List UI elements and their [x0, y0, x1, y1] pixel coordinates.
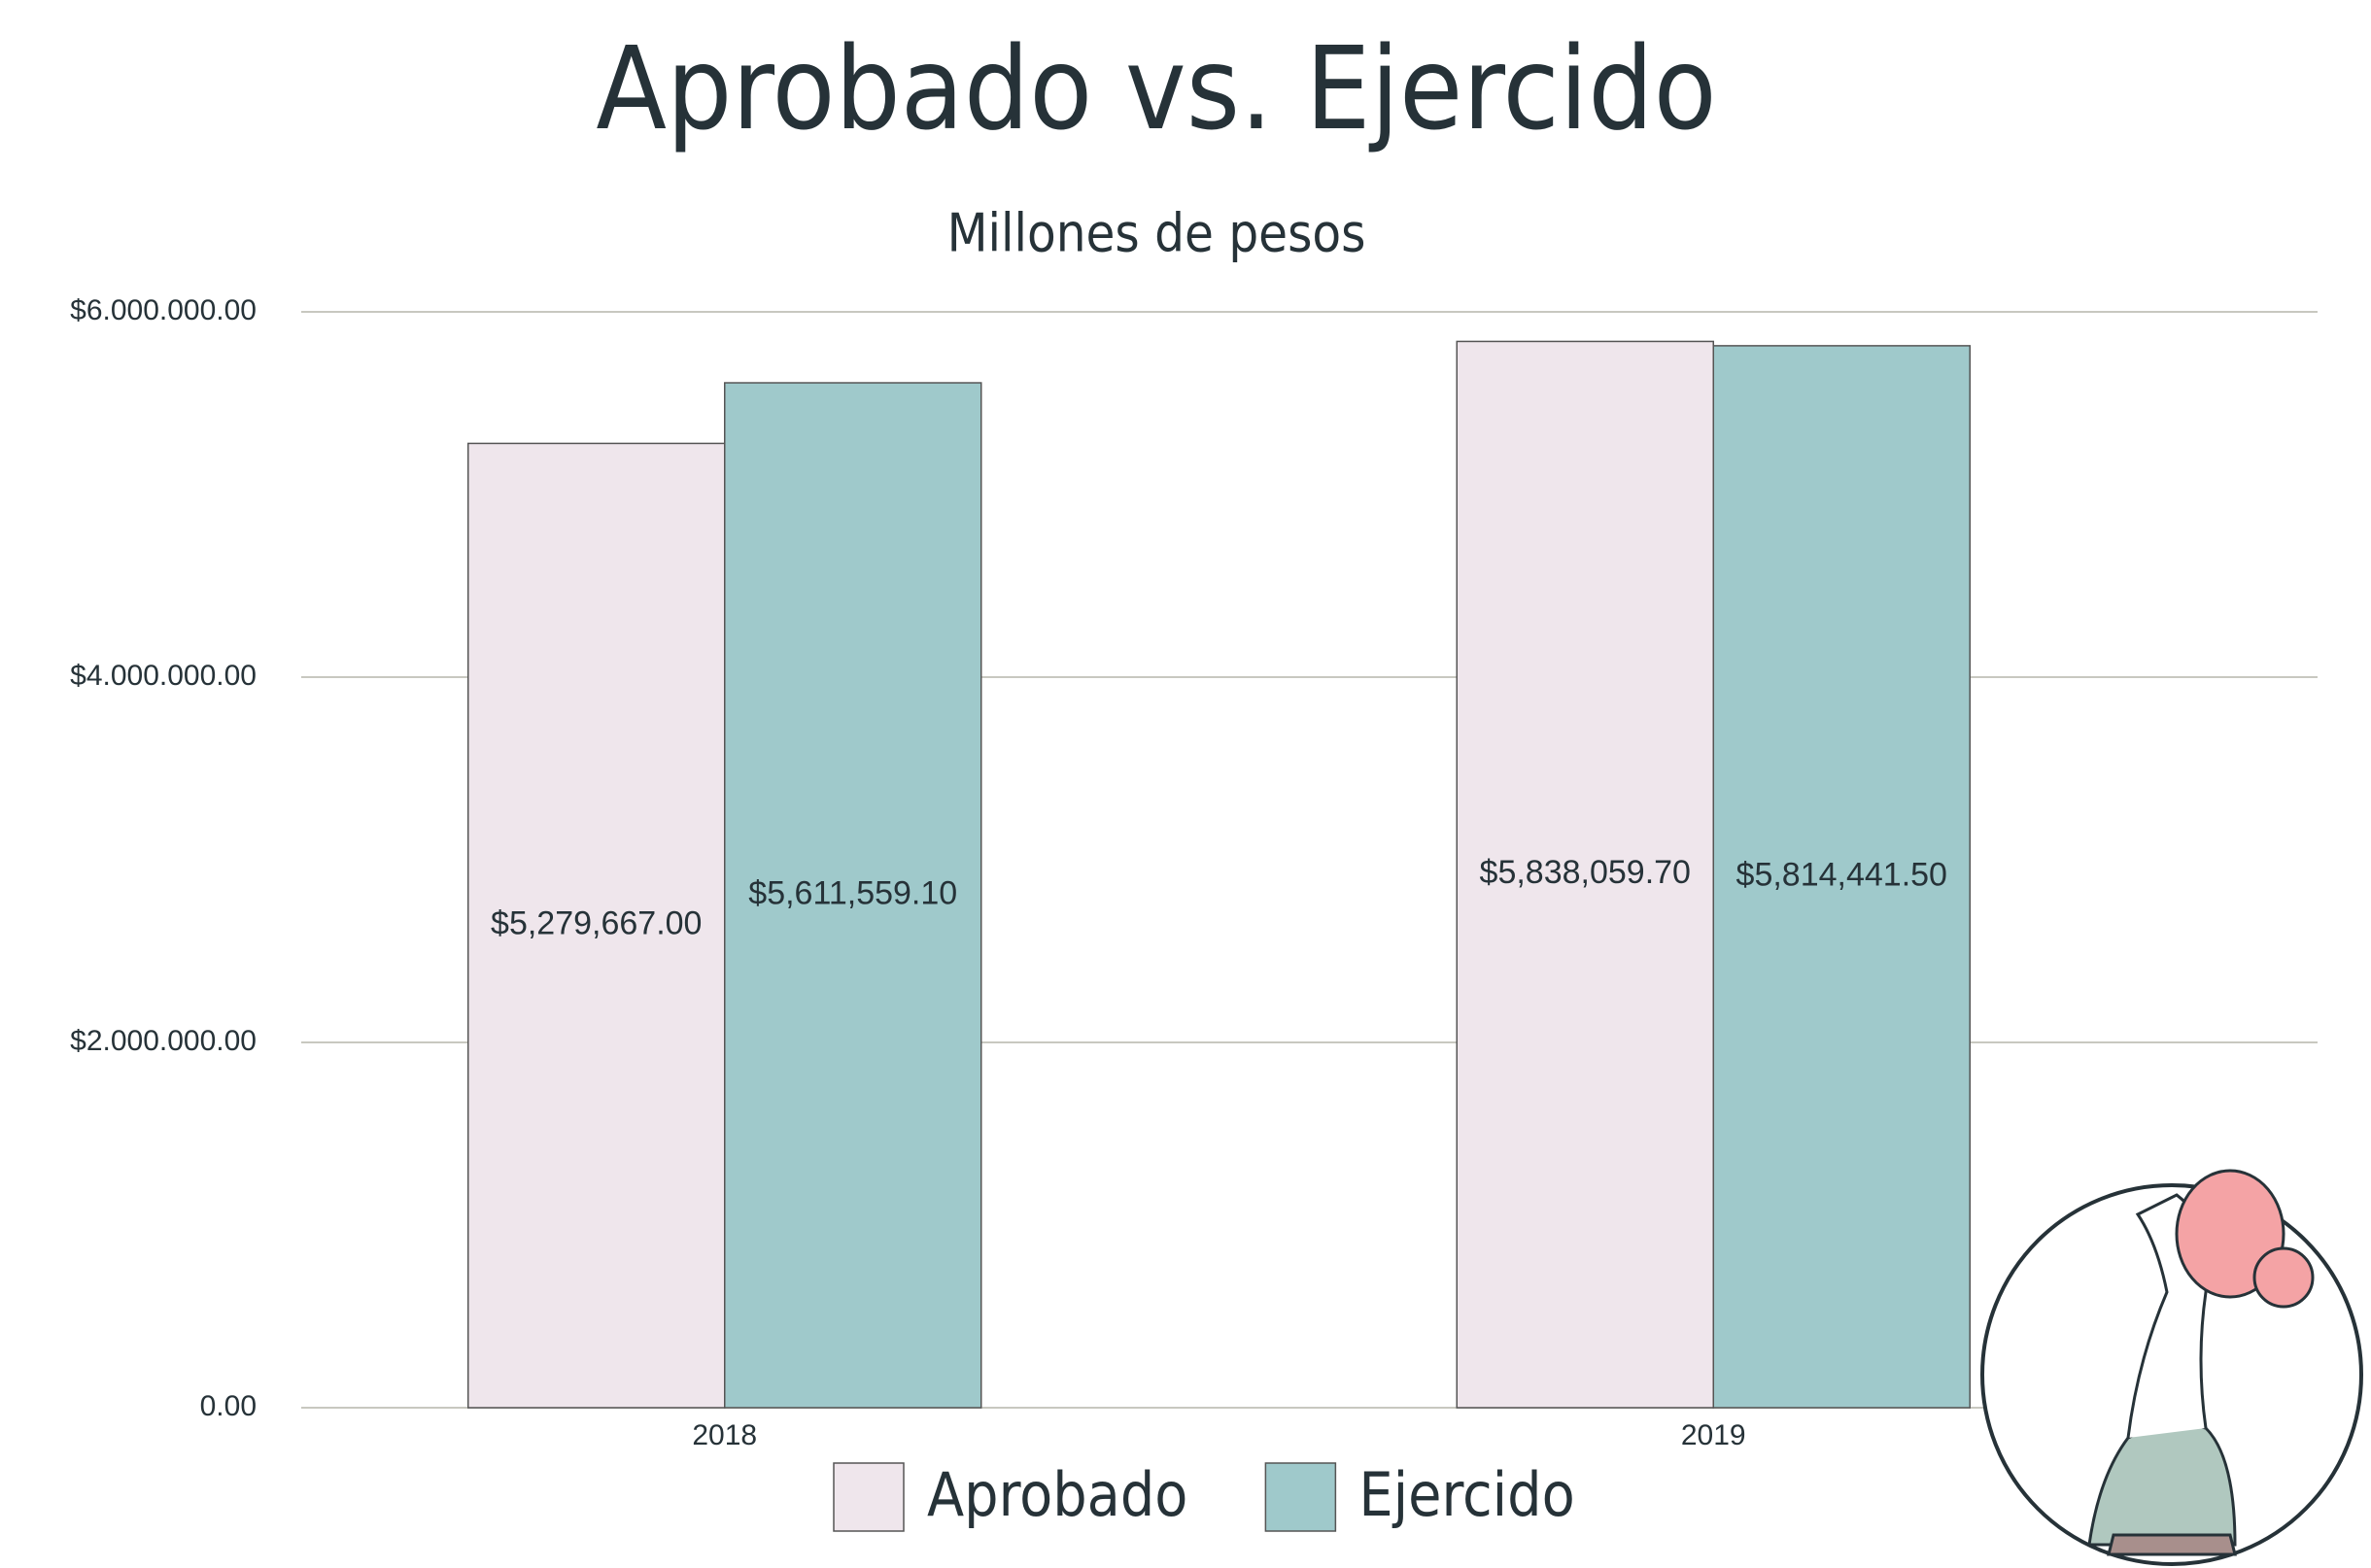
bar	[724, 382, 982, 1409]
x-tick-label: 2018	[692, 1419, 757, 1451]
y-tick-label: $2.000.000.00	[70, 1025, 257, 1057]
legend-swatch	[833, 1462, 905, 1532]
y-tick-label: $6.000.000.00	[70, 294, 257, 326]
y-tick-label: 0.00	[200, 1390, 257, 1422]
chart-subtitle: Millones de pesos	[947, 203, 1366, 264]
bar	[1712, 345, 1971, 1409]
x-tick-label: 2019	[1681, 1419, 1746, 1451]
value-label: $5,814,441.50	[1736, 856, 1947, 893]
value-label: $5,611,559.10	[748, 874, 957, 911]
legend-swatch	[1264, 1462, 1337, 1532]
legend-label: Aprobado	[927, 1459, 1187, 1530]
bar	[1456, 340, 1714, 1409]
value-label: $5,838,059.70	[1480, 854, 1691, 891]
chart-title: Aprobado vs. Ejercido	[596, 21, 1716, 155]
y-tick-label: $4.000.000.00	[70, 660, 257, 692]
bar	[467, 442, 726, 1409]
legend-label: Ejercido	[1358, 1459, 1574, 1530]
value-label: $5,279,667.00	[491, 905, 702, 942]
illustration	[1980, 1169, 2363, 1566]
